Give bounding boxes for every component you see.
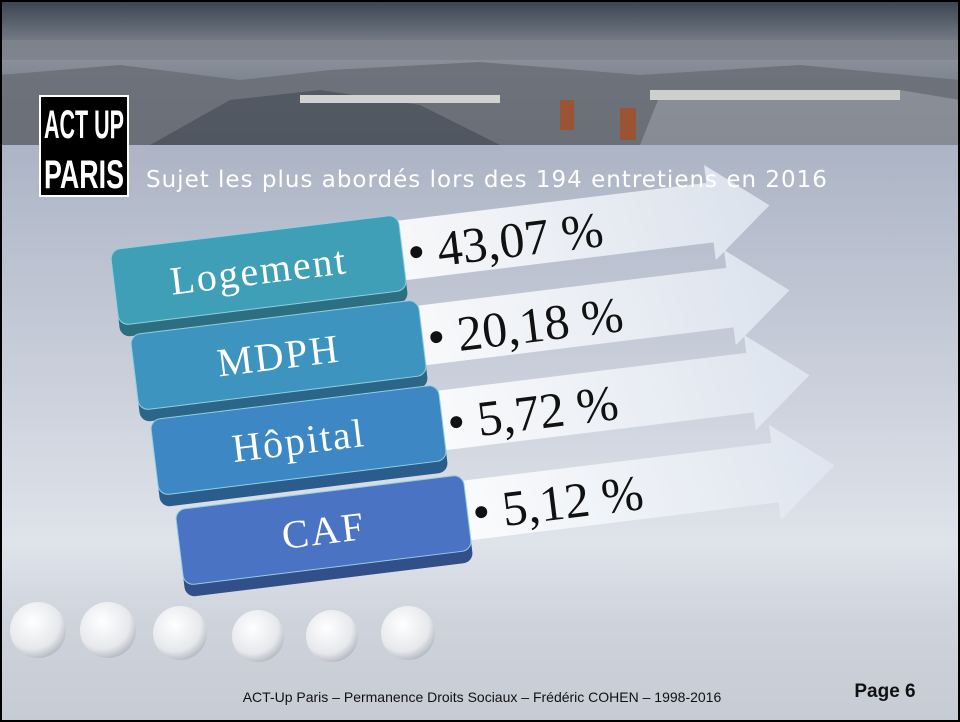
topic-row: Logement • 43,07 % bbox=[110, 164, 770, 337]
footer-text: ACT-Up Paris – Permanence Droits Sociaux… bbox=[243, 689, 722, 705]
tile bbox=[150, 385, 447, 495]
rooftops bbox=[0, 40, 960, 145]
logo-line: ACT UP bbox=[44, 103, 124, 147]
spheres bbox=[10, 602, 435, 662]
arrow bbox=[398, 249, 790, 368]
tile bbox=[110, 215, 407, 325]
topic-label: CAF bbox=[279, 503, 368, 558]
logo-box bbox=[39, 95, 129, 197]
arrow bbox=[418, 334, 810, 453]
topic-row: CAF • 5,12 % bbox=[175, 424, 835, 597]
slide-title: Sujet les plus abordés lors des 194 entr… bbox=[146, 167, 828, 193]
tile bbox=[130, 300, 427, 410]
arrow bbox=[443, 424, 835, 543]
logo-line: PARIS bbox=[44, 153, 124, 197]
arrow bbox=[378, 164, 770, 283]
topic-row: Hôpital • 5,72 % bbox=[150, 334, 810, 507]
page-number: Page 6 bbox=[854, 681, 915, 702]
tile bbox=[175, 475, 472, 585]
floor bbox=[0, 625, 960, 722]
topic-list: Logement • 43,07 %MDPH • 20,18 %Hôpital • 5… bbox=[110, 164, 835, 597]
